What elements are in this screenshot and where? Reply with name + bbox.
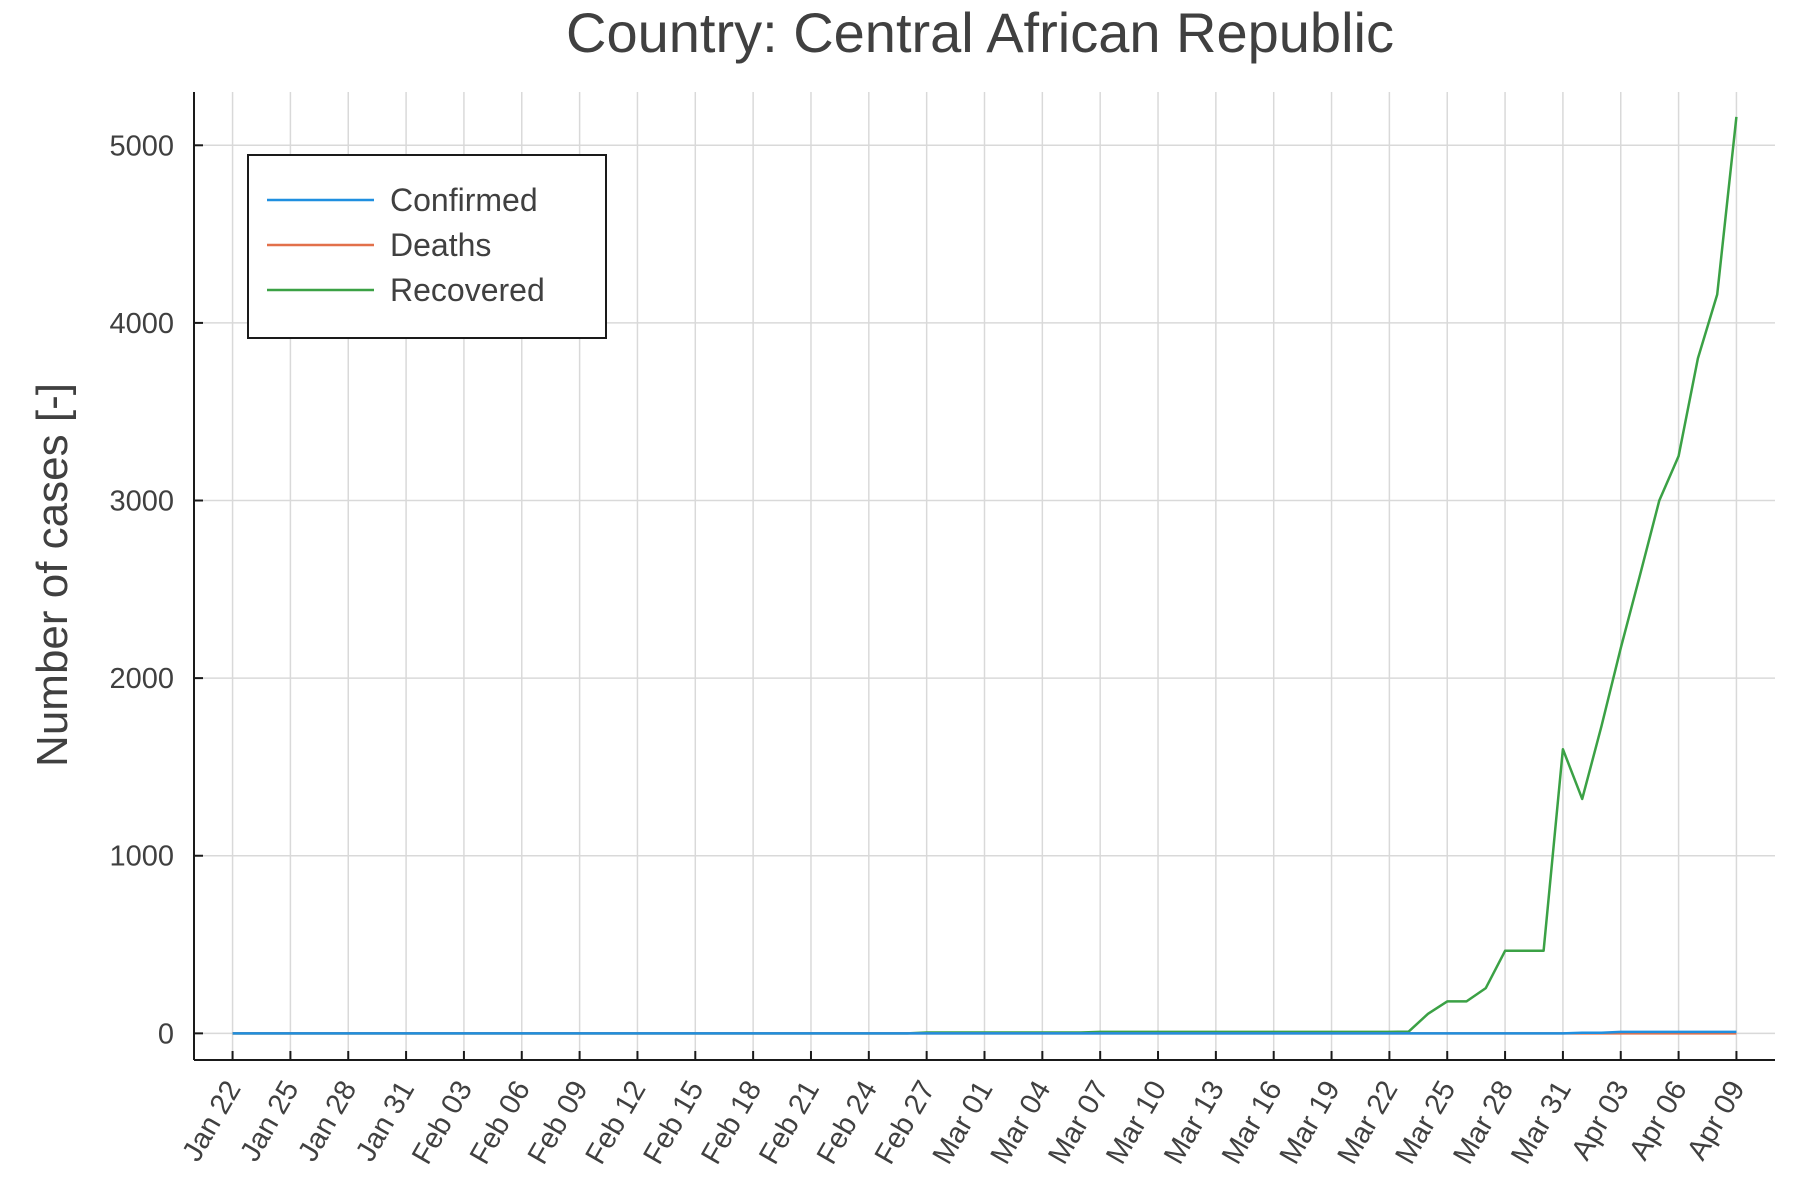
- y-tick-label: 5000: [109, 130, 174, 162]
- y-tick-label: 3000: [109, 486, 174, 518]
- y-axis-label: Number of cases [-]: [28, 383, 77, 767]
- y-tick-label: 0: [158, 1018, 174, 1050]
- legend: Confirmed Deaths Recovered: [247, 154, 607, 339]
- legend-label-confirmed: Confirmed: [390, 182, 538, 218]
- y-tick-label: 4000: [109, 308, 174, 340]
- y-tick-label: 1000: [109, 841, 174, 873]
- legend-box: [247, 154, 607, 339]
- legend-label-recovered: Recovered: [390, 272, 545, 308]
- series-line-recovered: [232, 116, 1738, 1035]
- y-tick-label: 2000: [109, 663, 174, 695]
- series-line-confirmed: [232, 1030, 1737, 1035]
- x-tick-label: Apr 09: [1681, 1076, 1751, 1166]
- series-layer: [232, 116, 1738, 1035]
- x-tick-label: Apr 06: [1623, 1076, 1693, 1166]
- legend-label-deaths: Deaths: [390, 227, 491, 263]
- x-tick-label: Apr 03: [1565, 1076, 1635, 1166]
- chart-title: Country: Central African Republic: [566, 1, 1394, 64]
